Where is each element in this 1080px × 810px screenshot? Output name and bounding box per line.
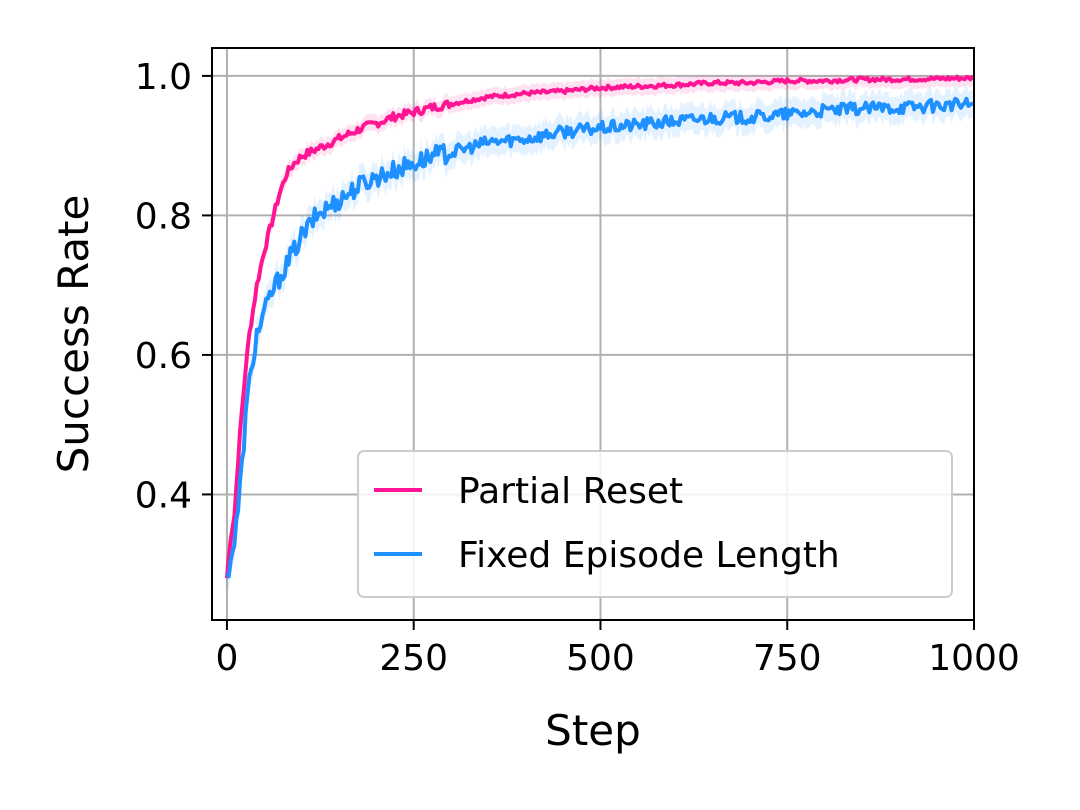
x-tick-label: 250	[379, 638, 448, 679]
line-fixed-episode-length	[225, 96, 975, 579]
legend-box	[357, 450, 953, 598]
x-tick-label: 0	[215, 638, 238, 679]
y-tick-label: 1.0	[135, 57, 192, 98]
y-tick-label: 0.8	[135, 196, 192, 237]
plot-frame	[211, 47, 975, 621]
line-partial-reset	[224, 74, 975, 579]
x-tick-label: 750	[753, 638, 822, 679]
y-tick-label: 0.6	[135, 336, 192, 377]
x-tick-label: 1000	[928, 638, 1020, 679]
y-axis-ticks: 0.4 0.6 0.8 1.0	[135, 57, 212, 516]
legend: Partial Reset Fixed Episode Length	[357, 450, 953, 598]
legend-label: Fixed Episode Length	[458, 535, 840, 576]
x-axis-ticks: 0 250 500 750 1000	[215, 620, 1020, 679]
legend-label: Partial Reset	[458, 471, 683, 512]
y-axis-label: Success Rate	[49, 195, 98, 474]
x-tick-label: 500	[566, 638, 635, 679]
series-lines	[224, 74, 975, 579]
x-axis-label: Step	[545, 706, 641, 755]
y-tick-label: 0.4	[135, 475, 192, 516]
